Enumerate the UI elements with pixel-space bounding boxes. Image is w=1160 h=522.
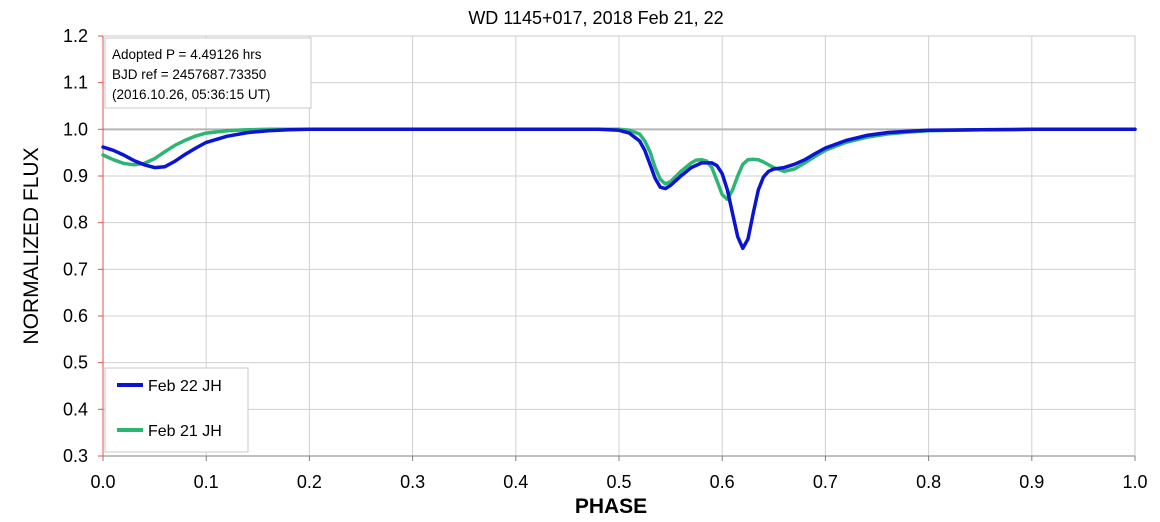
- annotation-box: Adopted P = 4.49126 hrs BJD ref = 245768…: [104, 37, 312, 109]
- x-tick-label: 0.1: [194, 472, 219, 492]
- y-tick-label: 0.3: [63, 446, 88, 466]
- legend: Feb 22 JH Feb 21 JH: [104, 367, 249, 453]
- chart-title: WD 1145+017, 2018 Feb 21, 22: [468, 8, 723, 28]
- x-tick-label: 0.9: [1019, 472, 1044, 492]
- annotation-line-bjd: BJD ref = 2457687.73350: [112, 67, 266, 82]
- y-axis-label: NORMALIZED FLUX: [20, 147, 43, 344]
- x-tick-label: 0.2: [297, 472, 322, 492]
- y-tick-label: 0.7: [63, 259, 88, 279]
- y-tick-label: 0.6: [63, 306, 88, 326]
- x-tick-labels: 0.0 0.1 0.2 0.3 0.4 0.5 0.6 0.7 0.8 0.9 1.0: [90, 456, 1148, 492]
- annotation-line-date: (2016.10.26, 05:36:15 UT): [112, 87, 270, 102]
- series-layer: [101, 127, 1137, 251]
- x-tick-label: 0.6: [710, 472, 735, 492]
- y-tick-label: 1.0: [63, 119, 88, 139]
- y-tick-labels: 0.3 0.4 0.5 0.6 0.7 0.8 0.9 1.0 1.1 1.2: [63, 26, 103, 466]
- x-tick-label: 0.0: [90, 472, 115, 492]
- x-tick-label: 0.8: [916, 472, 941, 492]
- x-tick-label: 0.5: [606, 472, 631, 492]
- y-tick-label: 0.8: [63, 213, 88, 233]
- series-line-feb-21-jh: [101, 127, 1137, 202]
- x-tick-label: 1.0: [1122, 472, 1147, 492]
- y-tick-label: 1.1: [63, 73, 88, 93]
- annotation-line-period: Adopted P = 4.49126 hrs: [112, 47, 262, 62]
- series-line-feb-22-jh: [101, 127, 1137, 251]
- y-tick-label: 0.9: [63, 166, 88, 186]
- x-tick-label: 0.3: [400, 472, 425, 492]
- legend-label-feb21: Feb 21 JH: [148, 423, 222, 440]
- x-tick-label: 0.4: [503, 472, 528, 492]
- x-axis-label: PHASE: [575, 495, 647, 518]
- y-tick-label: 0.5: [63, 353, 88, 373]
- y-tick-label: 1.2: [63, 26, 88, 46]
- legend-label-feb22: Feb 22 JH: [148, 378, 222, 395]
- x-tick-label: 0.7: [813, 472, 838, 492]
- y-tick-label: 0.4: [63, 399, 88, 419]
